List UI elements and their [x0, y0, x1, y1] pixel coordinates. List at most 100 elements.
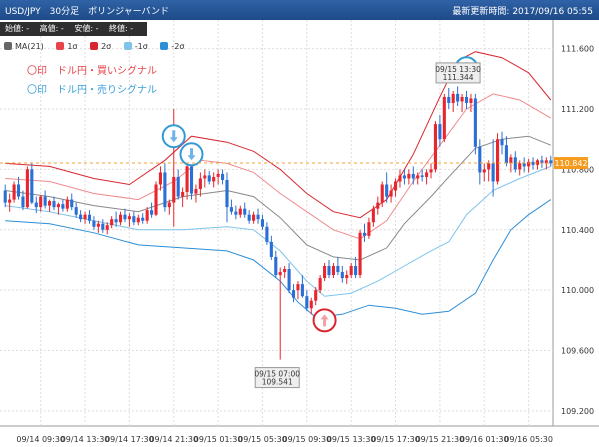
y-tick-label: 110.400 — [561, 226, 594, 235]
y-tick-label: 109.600 — [561, 347, 594, 356]
candle-body — [291, 290, 296, 298]
candle-body — [447, 96, 451, 103]
candle-body — [132, 216, 136, 223]
close-value: 終値: - — [109, 24, 134, 33]
candle-body — [535, 160, 540, 165]
low-annotation-time: 09/15 07:00 — [254, 370, 300, 379]
legend-label: -2σ — [171, 42, 185, 51]
ohlc-bar: 始値: - 高値: - 安値: - 終値: - — [0, 22, 147, 36]
candle-body — [61, 204, 65, 209]
candle-body — [221, 173, 225, 180]
candle-body — [110, 219, 114, 226]
sell-signal-note: 〇印 ドル円・売りシグナル — [27, 85, 157, 96]
axis-labels: 111.600 111.200 110.800 110.400 110.000 109.6… — [16, 45, 594, 444]
legend: MA(21) 1σ 2σ -1σ -2σ — [4, 42, 194, 51]
candle-body — [522, 163, 526, 167]
candle-body — [163, 172, 167, 208]
x-tick-label: 09/14 17:30 — [105, 435, 154, 444]
candle-body — [451, 93, 455, 103]
candle-body — [92, 220, 96, 227]
candle-body — [123, 214, 127, 220]
candle-body — [83, 214, 87, 220]
candle-body — [331, 266, 335, 276]
candle-body — [513, 157, 517, 170]
candle-body — [349, 266, 353, 276]
candle-body — [482, 169, 486, 173]
candle-body — [469, 98, 473, 103]
x-tick-label: 09/15 05:30 — [238, 435, 287, 444]
candle-body — [314, 290, 318, 301]
legend-label: -1σ — [134, 42, 148, 51]
candle-body — [305, 296, 309, 309]
band-plus2 — [5, 51, 552, 219]
candle-body — [225, 179, 229, 208]
candle-body — [216, 173, 220, 177]
candle-body — [478, 146, 482, 173]
legend-label: 2σ — [101, 42, 112, 51]
open-value: 始値: - — [5, 24, 30, 33]
candle-body — [504, 145, 508, 164]
candle-body — [429, 169, 433, 173]
candle-body — [500, 139, 504, 146]
candle-body — [30, 169, 34, 203]
candle-body — [256, 214, 260, 220]
high-value: 高値: - — [39, 24, 64, 33]
buy-signal-note: 〇印 ドル円・買いシグナル — [27, 66, 157, 77]
candle-body — [473, 98, 477, 147]
legend-label: MA(21) — [15, 42, 44, 51]
candle-body — [154, 184, 158, 215]
candle-body — [518, 163, 522, 170]
candle-body — [198, 178, 202, 190]
candle-body — [265, 226, 269, 242]
candle-body — [229, 207, 233, 212]
candle-body — [70, 199, 74, 208]
legend-item-p2: 2σ — [90, 42, 111, 51]
band-ma21 — [5, 135, 551, 261]
candle-body — [407, 173, 411, 179]
x-tick-label: 09/14 21:30 — [149, 435, 198, 444]
candle-body — [402, 175, 406, 179]
legend-item-m1: -1σ — [123, 42, 148, 51]
legend-swatch — [123, 42, 132, 50]
candle-body — [247, 214, 251, 221]
x-tick-label: 09/14 13:30 — [61, 435, 110, 444]
candle-body — [389, 190, 393, 197]
candle-body — [283, 269, 287, 273]
x-tick-label: 09/15 17:30 — [371, 435, 420, 444]
high-annotation-value: 111.344 — [443, 73, 474, 82]
candle-body — [79, 214, 83, 220]
candle-body — [309, 300, 313, 309]
last-price-box — [554, 157, 588, 170]
legend-swatch — [4, 42, 12, 50]
candle-body — [362, 232, 367, 236]
candle-body — [65, 199, 69, 209]
candle-body — [278, 272, 282, 276]
candle-body — [234, 211, 238, 215]
chart-title: USD/JPY 30分足 ボリンジャーバンド — [5, 7, 170, 17]
update-time: 最新更新時間: 2017/09/16 05:55 — [452, 7, 593, 17]
candle-body — [438, 124, 442, 140]
candle-body — [371, 208, 375, 223]
candle-body — [464, 96, 469, 103]
candle-body — [212, 176, 216, 182]
candle-body — [380, 184, 384, 203]
candle-body — [442, 96, 446, 140]
candle-body — [300, 284, 304, 297]
candle-body — [385, 184, 389, 197]
candle-body — [425, 172, 429, 177]
candle-body — [416, 175, 420, 179]
candle-body — [318, 278, 322, 291]
candle-body — [367, 222, 371, 236]
candle-body — [150, 210, 154, 215]
candle-body — [287, 269, 291, 291]
legend-swatch — [56, 42, 65, 50]
low-annotation-value: 109.541 — [262, 378, 293, 387]
candle-body — [185, 166, 189, 193]
candle-body — [549, 160, 553, 164]
x-tick-label: 09/15 09:30 — [283, 435, 332, 444]
y-tick-label: 110.800 — [561, 165, 594, 174]
candle-body — [136, 217, 140, 223]
x-tick-label: 09/16 01:30 — [460, 435, 509, 444]
candle-body — [189, 166, 194, 194]
